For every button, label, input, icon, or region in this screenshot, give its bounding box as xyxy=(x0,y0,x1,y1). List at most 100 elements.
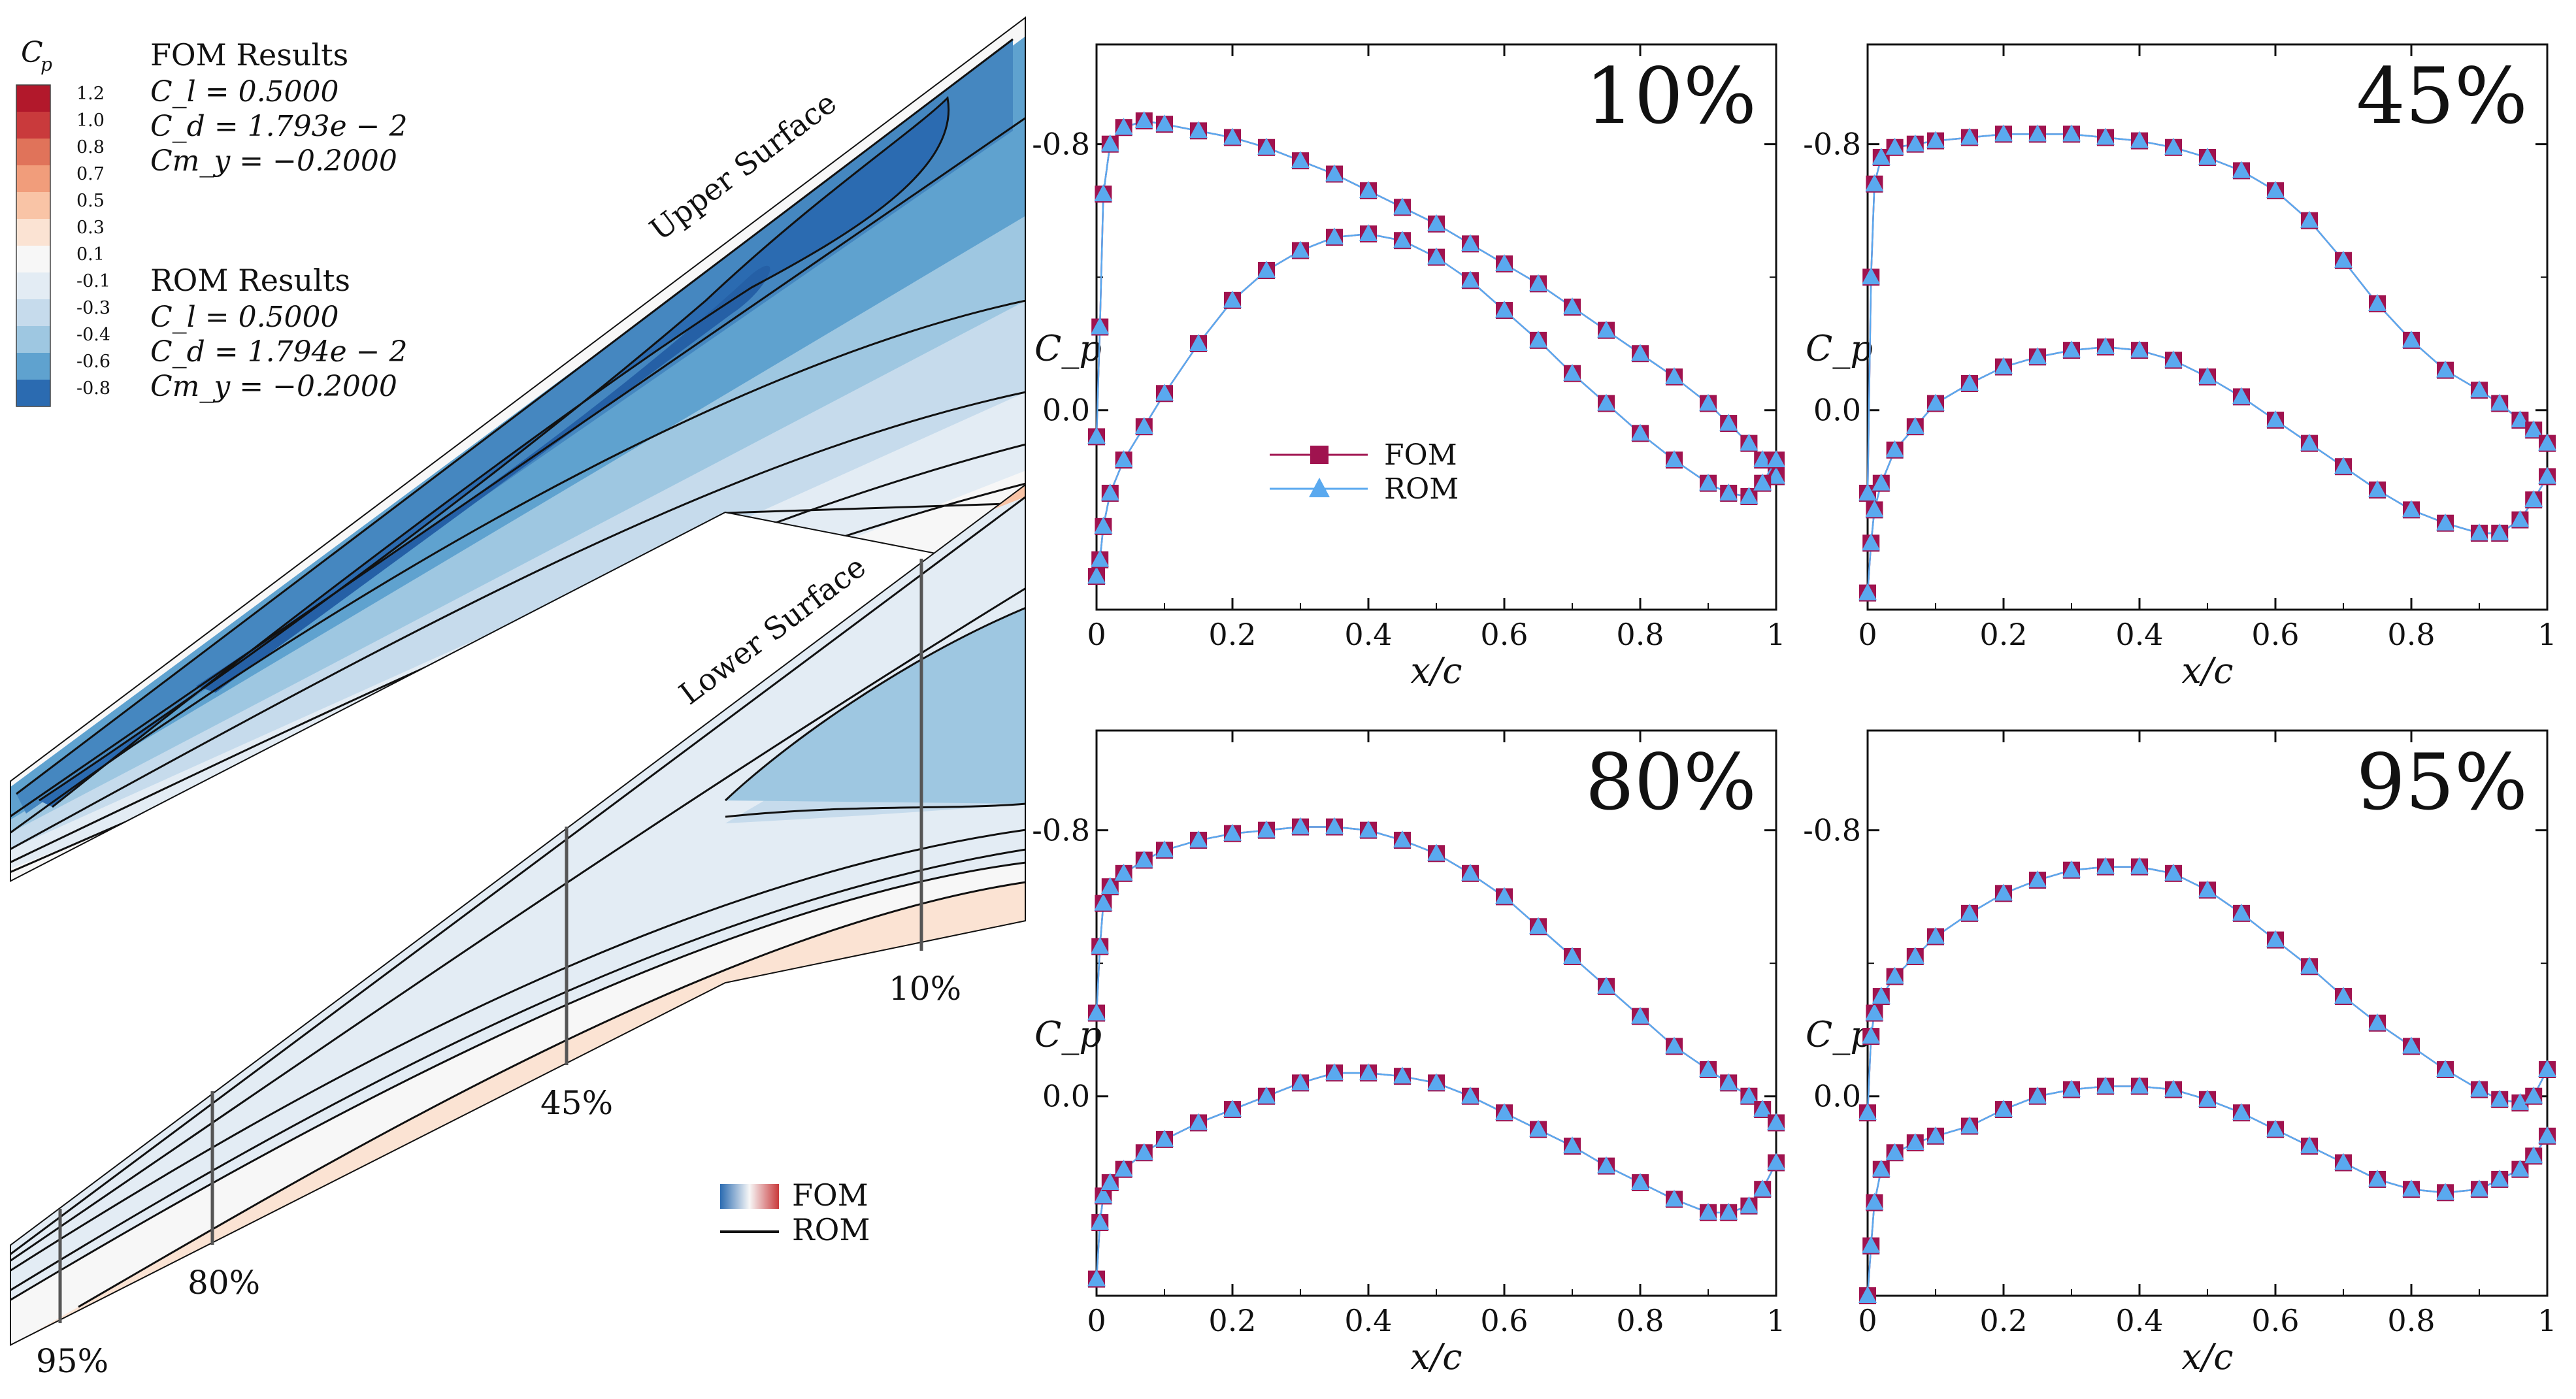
rom-marker xyxy=(1767,1153,1785,1170)
cp-legend-label: 1.2 xyxy=(76,84,105,104)
rom-marker xyxy=(1665,1036,1683,1054)
y-tick-label: 0.0 xyxy=(1813,1079,1861,1114)
rom-marker xyxy=(1960,374,1979,391)
rom-line-lower xyxy=(1095,233,1777,577)
rom-marker xyxy=(2232,161,2251,178)
rom-marker xyxy=(1094,516,1113,534)
rom-marker xyxy=(1862,1236,1881,1253)
rom-marker xyxy=(1291,1073,1310,1091)
rom-marker xyxy=(2524,1146,2543,1164)
rom-marker xyxy=(2062,340,2081,358)
x-axis-label: x/c xyxy=(1411,1336,1462,1377)
fom-line-lower xyxy=(1095,233,1777,577)
rom-marker xyxy=(1858,1286,1877,1303)
upper-surface-wing: Upper Surface xyxy=(10,16,1026,882)
rom-marker xyxy=(1461,271,1479,288)
rom-marker xyxy=(1189,333,1208,351)
legend-fom-label: FOM xyxy=(1384,438,1457,472)
rom-marker xyxy=(1189,830,1208,848)
cp-legend-swatch xyxy=(16,326,50,353)
rom-marker xyxy=(1858,1103,1877,1121)
rom-marker xyxy=(1631,423,1649,441)
x-axis-label: x/c xyxy=(1411,650,1462,691)
rom-marker xyxy=(2524,490,2543,508)
rom-marker xyxy=(1906,1132,1924,1150)
rom-marker xyxy=(1291,817,1310,834)
rom-marker xyxy=(1495,254,1513,271)
rom-marker xyxy=(1858,583,1877,601)
y-tick-label: 0.0 xyxy=(1042,393,1090,428)
chart-title: 80% xyxy=(1585,737,1757,827)
rom-marker xyxy=(1597,393,1615,411)
x-tick-label: 0.4 xyxy=(1344,617,1392,652)
rom-marker xyxy=(1325,1063,1344,1081)
cp-legend-label: 0.8 xyxy=(76,137,105,157)
rom-marker xyxy=(1994,883,2013,901)
rom-marker xyxy=(2402,330,2420,348)
cp-legend-swatch xyxy=(16,246,50,272)
rom-marker xyxy=(2300,1136,2319,1154)
rom-marker xyxy=(1091,317,1110,335)
rom-marker xyxy=(2198,148,2217,165)
rom-marker xyxy=(1114,863,1133,881)
rom-results-heading: ROM Results xyxy=(150,263,350,298)
rom-marker xyxy=(1885,966,1904,984)
x-axis-label: x/c xyxy=(2182,650,2234,691)
rom-marker xyxy=(2524,420,2543,438)
cp-legend-label: 1.0 xyxy=(76,110,105,131)
rom-marker xyxy=(1359,180,1378,198)
rom-marker xyxy=(1257,1086,1276,1104)
rom-marker xyxy=(1699,1202,1717,1220)
cp-legend-swatches: 1.2 1.0 0.8 0.7 0.5 0.3 0.1 -0.1 -0.3 -0.4 -0.6 -0.… xyxy=(16,84,110,407)
rom-marker xyxy=(1563,1136,1581,1154)
rom-marker xyxy=(1325,164,1344,182)
y-axis-label: C_p xyxy=(1806,327,1873,369)
cp-legend-label: -0.4 xyxy=(76,325,110,345)
rom-marker xyxy=(2062,860,2081,878)
rom-marker xyxy=(2470,380,2488,398)
rom-marker xyxy=(1114,118,1133,135)
rom-marker xyxy=(1740,1086,1759,1104)
rom-marker xyxy=(1087,1269,1106,1287)
rom-marker xyxy=(2096,127,2115,145)
cp-legend-label: -0.6 xyxy=(76,352,110,372)
x-tick-label: 1 xyxy=(2537,1303,2556,1338)
rom-marker xyxy=(1631,1006,1649,1024)
rom-marker xyxy=(1699,473,1717,491)
cp-legend-swatch xyxy=(16,165,50,192)
cp-legend-label: -0.3 xyxy=(76,298,110,318)
rom-marker xyxy=(1155,114,1174,132)
rom-marker xyxy=(2028,870,2047,887)
rom-marker xyxy=(1291,151,1310,169)
rom-marker xyxy=(1885,440,1904,457)
cp-legend-swatch xyxy=(16,112,50,139)
fom-cd: C_d = 1.793e − 2 xyxy=(150,110,408,143)
rom-marker xyxy=(1529,917,1547,934)
rom-marker xyxy=(1631,344,1649,361)
rom-marker xyxy=(1094,893,1113,911)
rom-marker xyxy=(1740,433,1759,451)
cp-legend-swatch xyxy=(16,380,50,406)
rom-marker xyxy=(2130,340,2149,358)
rom-marker xyxy=(2164,863,2183,881)
rom-marker xyxy=(1872,987,1891,1004)
rom-marker xyxy=(1740,487,1759,504)
rom-marker xyxy=(1529,330,1547,348)
rom-marker xyxy=(1461,1086,1479,1104)
rom-marker xyxy=(2470,1079,2488,1097)
rom-marker xyxy=(1100,134,1119,152)
rom-marker xyxy=(1862,1027,1881,1044)
rom-marker xyxy=(1994,357,2013,374)
rom-marker xyxy=(1906,134,1924,152)
rom-marker xyxy=(2436,1060,2454,1077)
rom-marker xyxy=(1291,240,1310,258)
rom-marker xyxy=(1461,234,1479,252)
rom-marker xyxy=(1665,450,1683,468)
x-axis-label: x/c xyxy=(2182,1336,2234,1377)
rom-line-lower xyxy=(1095,1072,1777,1279)
y-tick-label: 0.0 xyxy=(1813,393,1861,428)
rom-marker xyxy=(2028,347,2047,365)
rom-marker xyxy=(1767,1113,1785,1130)
rom-marker xyxy=(1257,137,1276,155)
